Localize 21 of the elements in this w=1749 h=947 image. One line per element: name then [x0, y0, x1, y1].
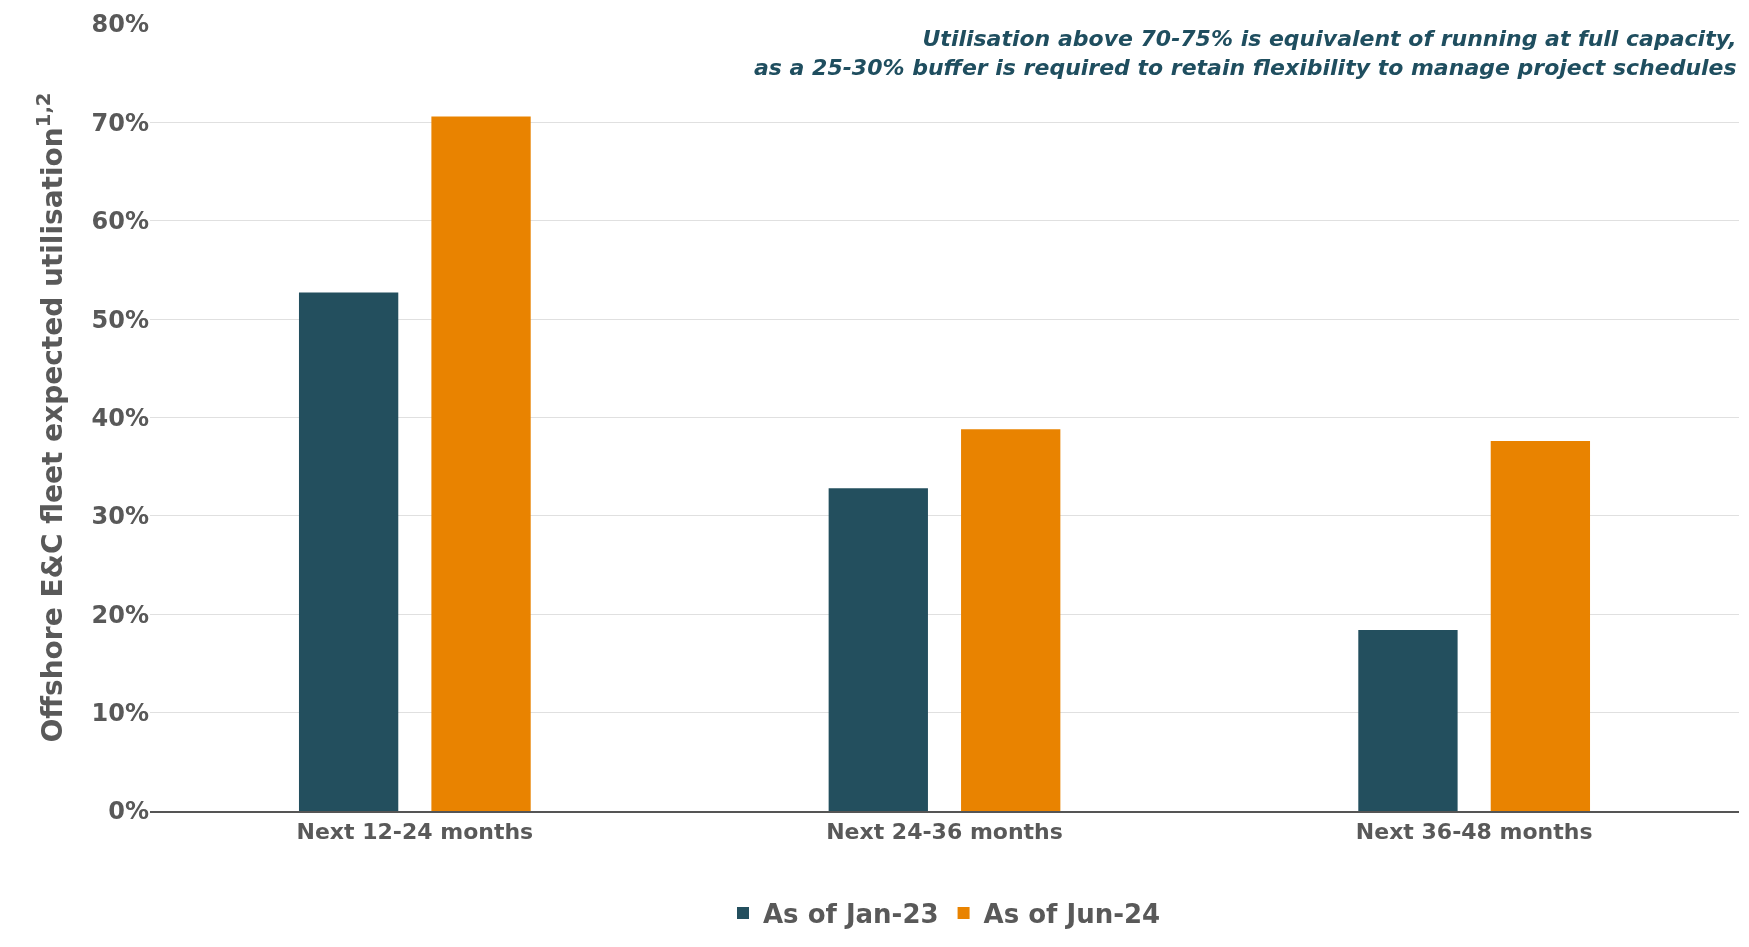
y-tick-label: 10% — [91, 699, 149, 728]
bar — [1358, 629, 1458, 811]
legend-label: As of Jan-23 — [763, 899, 939, 930]
x-tick-label: Next 12-24 months — [296, 819, 534, 845]
y-tick-label: 0% — [108, 797, 149, 826]
x-tick-label: Next 36-48 months — [1355, 819, 1593, 845]
y-tick-label: 70% — [91, 108, 149, 137]
annotation: Utilisation above 70-75% is equivalent of running at full capacity, as a 25-30% buffer is required to retain flexibility to manage project schedules — [754, 26, 1737, 80]
y-tick-label: 40% — [91, 403, 149, 432]
y-tick-label: 80% — [91, 10, 149, 39]
bar — [1490, 441, 1591, 811]
y-tick-label: 30% — [91, 502, 149, 531]
bar — [828, 488, 928, 811]
y-tick-label: 60% — [91, 207, 149, 236]
legend-label: As of Jun-24 — [983, 899, 1161, 930]
x-tick-label: Next 24-36 months — [826, 819, 1063, 845]
bar — [961, 429, 1061, 811]
bar — [431, 116, 531, 811]
y-tick-label: 50% — [91, 305, 149, 334]
y-tick-label: 20% — [91, 600, 149, 629]
bar — [298, 292, 399, 811]
